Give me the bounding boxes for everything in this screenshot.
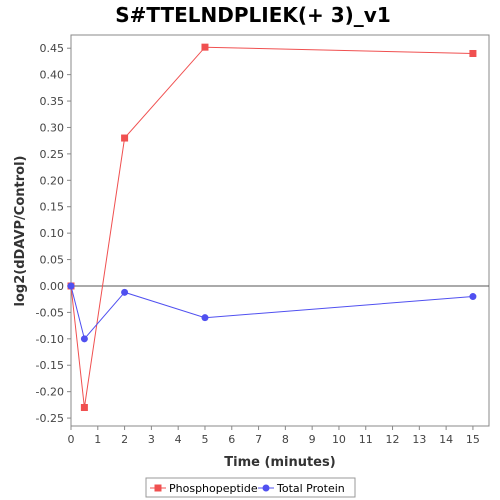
total-protein-point bbox=[121, 288, 129, 296]
x-tick-label: 7 bbox=[255, 433, 262, 446]
x-axis-label: Time (minutes) bbox=[224, 455, 335, 470]
y-tick-label: -0.25 bbox=[36, 412, 64, 425]
x-tick-label: 13 bbox=[412, 433, 426, 446]
x-tick-label: 6 bbox=[228, 433, 235, 446]
x-tick-label: 14 bbox=[439, 433, 453, 446]
y-tick-label: 0.40 bbox=[40, 69, 65, 82]
y-axis-ticks: -0.25 -0.20 -0.15 -0.10 -0.05 0.00 0.05 0.10 0.1… bbox=[36, 42, 71, 425]
total-protein-point bbox=[67, 282, 75, 290]
series-layer bbox=[67, 43, 477, 412]
phosphopeptide-point bbox=[80, 404, 88, 412]
y-tick-label: 0.10 bbox=[40, 227, 65, 240]
phosphopeptide-point bbox=[469, 49, 477, 57]
legend-item-total-protein: Total Protein bbox=[258, 482, 345, 495]
legend-swatch-marker bbox=[262, 484, 270, 492]
y-tick-label: 0.35 bbox=[40, 95, 65, 108]
y-tick-label: 0.30 bbox=[40, 121, 65, 134]
y-tick-label: -0.05 bbox=[36, 306, 64, 319]
x-tick-label: 10 bbox=[332, 433, 346, 446]
y-tick-label: 0.45 bbox=[40, 42, 65, 55]
x-tick-label: 2 bbox=[121, 433, 128, 446]
y-tick-label: 0.00 bbox=[40, 280, 65, 293]
y-tick-label: -0.10 bbox=[36, 333, 64, 346]
x-tick-label: 0 bbox=[68, 433, 75, 446]
plot-area bbox=[70, 34, 490, 427]
y-tick-label: 0.20 bbox=[40, 174, 65, 187]
x-tick-label: 3 bbox=[148, 433, 155, 446]
total-protein-point bbox=[80, 335, 88, 343]
x-tick-label: 8 bbox=[282, 433, 289, 446]
x-axis-ticks: 0 1 2 3 4 5 6 7 8 9 10 11 12 13 14 15 bbox=[68, 426, 480, 446]
x-tick-label: 11 bbox=[359, 433, 373, 446]
series-total-protein bbox=[67, 282, 477, 343]
legend-swatch-marker bbox=[154, 484, 162, 492]
chart-title: S#TTELNDPLIEK(+ 3)_v1 bbox=[115, 3, 391, 27]
y-tick-label: -0.20 bbox=[36, 386, 64, 399]
x-tick-label: 9 bbox=[309, 433, 316, 446]
y-axis-label: log2(dDAVP/Control) bbox=[13, 156, 28, 307]
x-tick-label: 5 bbox=[201, 433, 208, 446]
phosphopeptide-point bbox=[121, 134, 129, 142]
legend: Phosphopeptide Total Protein bbox=[150, 482, 345, 495]
phosphopeptide-point bbox=[201, 43, 209, 51]
x-tick-label: 4 bbox=[175, 433, 182, 446]
y-tick-label: 0.25 bbox=[40, 148, 65, 161]
legend-box bbox=[145, 477, 356, 498]
legend-item-phosphopeptide: Phosphopeptide bbox=[150, 482, 258, 495]
y-tick-label: 0.05 bbox=[40, 254, 65, 267]
legend-label: Total Protein bbox=[276, 482, 345, 495]
x-tick-label: 12 bbox=[386, 433, 400, 446]
y-tick-label: -0.15 bbox=[36, 359, 64, 372]
total-protein-point bbox=[201, 314, 209, 322]
x-tick-label: 15 bbox=[466, 433, 480, 446]
x-tick-label: 1 bbox=[94, 433, 101, 446]
y-tick-label: 0.15 bbox=[40, 201, 65, 214]
total-protein-point bbox=[469, 293, 477, 301]
legend-label: Phosphopeptide bbox=[169, 482, 258, 495]
